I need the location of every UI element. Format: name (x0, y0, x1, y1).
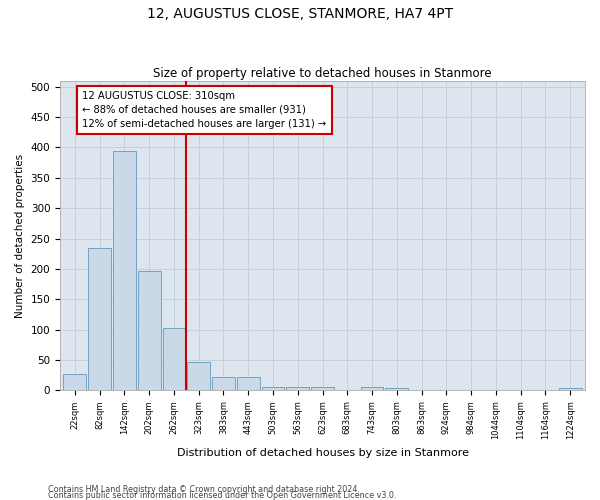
Text: Contains public sector information licensed under the Open Government Licence v3: Contains public sector information licen… (48, 491, 397, 500)
Bar (88, 248, 111, 390)
Bar (237, 377, 260, 390)
Bar (361, 388, 383, 390)
Bar (212, 377, 235, 390)
Text: 12 AUGUSTUS CLOSE: 310sqm
← 88% of detached houses are smaller (931)
12% of semi: 12 AUGUSTUS CLOSE: 310sqm ← 88% of detac… (82, 91, 326, 129)
Bar (138, 272, 161, 390)
Bar (64, 374, 86, 390)
Bar (286, 388, 309, 390)
Text: 12, AUGUSTUS CLOSE, STANMORE, HA7 4PT: 12, AUGUSTUS CLOSE, STANMORE, HA7 4PT (147, 8, 453, 22)
Title: Size of property relative to detached houses in Stanmore: Size of property relative to detached ho… (153, 66, 492, 80)
Bar (311, 388, 334, 390)
Bar (385, 388, 408, 390)
Bar (262, 387, 284, 390)
Bar (187, 362, 210, 390)
Bar (113, 150, 136, 390)
X-axis label: Distribution of detached houses by size in Stanmore: Distribution of detached houses by size … (176, 448, 469, 458)
Bar (559, 388, 581, 390)
Y-axis label: Number of detached properties: Number of detached properties (15, 154, 25, 318)
Text: Contains HM Land Registry data © Crown copyright and database right 2024.: Contains HM Land Registry data © Crown c… (48, 485, 360, 494)
Bar (163, 328, 185, 390)
